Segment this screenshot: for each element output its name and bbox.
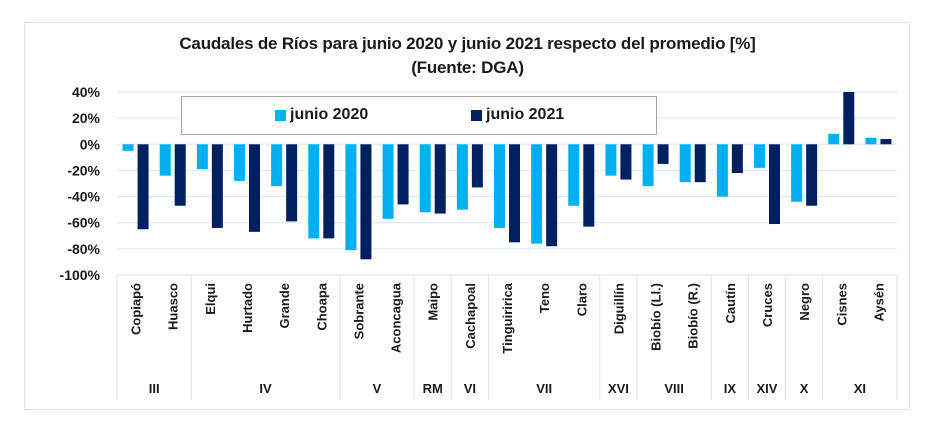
category-label: Aconcagua xyxy=(389,282,404,353)
region-label: XIV xyxy=(757,381,778,396)
category-label: Elqui xyxy=(203,283,218,315)
category-label: Copiapó xyxy=(129,283,144,335)
region-label: IX xyxy=(724,381,737,396)
bar-2021 xyxy=(620,144,632,180)
region-label: RM xyxy=(423,381,443,396)
legend-swatch-2020 xyxy=(275,109,286,121)
bar-2020 xyxy=(382,144,394,219)
chart-subtitle: (Fuente: DGA) xyxy=(411,58,524,77)
bar-2020 xyxy=(345,144,357,251)
bar-2020 xyxy=(494,144,505,228)
legend: junio 2020 junio 2021 xyxy=(181,96,657,135)
category-label: Claro xyxy=(574,283,589,316)
region-label: XVI xyxy=(608,381,629,396)
y-tick-label: 40% xyxy=(72,84,101,100)
bar-2021 xyxy=(249,144,260,232)
bar-2020 xyxy=(531,144,543,244)
bar-2021 xyxy=(174,144,186,206)
bar-2020 xyxy=(122,144,134,151)
bar-2020 xyxy=(308,144,320,239)
bar-2021 xyxy=(137,144,149,230)
legend-label-2021: junio 2021 xyxy=(486,106,565,123)
bar-2020 xyxy=(716,144,728,197)
bar-2021 xyxy=(211,144,223,228)
category-label: Negro xyxy=(797,283,812,321)
bar-2021 xyxy=(397,144,409,205)
category-label: Aysén xyxy=(871,283,886,322)
category-label: Cisnes xyxy=(834,283,849,326)
legend-item-2021: junio 2021 xyxy=(471,106,564,124)
legend-label-2020: junio 2020 xyxy=(290,106,369,123)
category-label: Grande xyxy=(277,283,292,329)
category-label: Hurtado xyxy=(240,283,255,333)
y-tick-label: 20% xyxy=(72,110,101,126)
bar-2020 xyxy=(234,144,245,181)
bar-2021 xyxy=(323,144,335,239)
region-label: VII xyxy=(536,381,552,396)
bar-2020 xyxy=(456,144,468,210)
bar-2021 xyxy=(509,144,520,243)
category-label: Cruces xyxy=(760,283,775,327)
category-label: Biobío (R.) xyxy=(686,283,701,349)
region-label: IV xyxy=(259,381,272,396)
bar-2020 xyxy=(419,144,431,213)
y-tick-label: -40% xyxy=(67,189,100,205)
bar-2020 xyxy=(605,144,617,176)
bar-2021 xyxy=(806,144,818,206)
bar-2020 xyxy=(196,144,208,170)
bar-2021 xyxy=(657,144,669,164)
category-label: Choapa xyxy=(314,282,329,330)
y-tick-label: 0% xyxy=(80,136,101,152)
category-label: Tinguiririca xyxy=(500,282,515,353)
bar-2021 xyxy=(286,144,298,222)
bar-2021 xyxy=(471,144,483,188)
category-label: Cachapoal xyxy=(463,283,478,349)
category-label: Teno xyxy=(537,283,552,313)
bar-2021 xyxy=(731,144,743,174)
bar-2020 xyxy=(828,133,840,145)
bar-2021 xyxy=(434,144,446,214)
bar-2020 xyxy=(159,144,171,176)
region-label: X xyxy=(800,381,809,396)
bar-2020 xyxy=(642,144,654,187)
bar-2021 xyxy=(694,144,706,183)
category-label: Maipo xyxy=(426,283,441,321)
bar-2020 xyxy=(754,144,765,168)
bar-2020 xyxy=(568,144,580,206)
region-label: V xyxy=(373,381,382,396)
category-label: Huasco xyxy=(166,283,181,330)
category-label: Diguillín xyxy=(611,283,626,334)
bar-2020 xyxy=(865,137,877,145)
y-tick-label: -100% xyxy=(60,267,101,283)
bar-2021 xyxy=(360,144,372,260)
bar-2021 xyxy=(546,144,558,247)
y-tick-label: -80% xyxy=(67,241,100,257)
region-label: III xyxy=(149,381,160,396)
legend-swatch-2021 xyxy=(471,109,482,121)
bar-2021 xyxy=(843,92,855,145)
bar-2020 xyxy=(271,144,283,187)
region-label: VI xyxy=(464,381,476,396)
chart-title: Caudales de Ríos para junio 2020 y junio… xyxy=(179,34,756,53)
category-label: Sobrante xyxy=(351,283,366,339)
bar-2021 xyxy=(583,144,595,227)
category-label: Biobío (Ll.) xyxy=(649,283,664,351)
bar-2021 xyxy=(880,139,892,145)
y-tick-label: -60% xyxy=(67,215,100,231)
bar-2020 xyxy=(791,144,803,202)
y-tick-label: -20% xyxy=(67,162,100,178)
region-label: VIII xyxy=(664,381,684,396)
bar-2020 xyxy=(679,144,691,183)
legend-item-2020: junio 2020 xyxy=(275,106,368,124)
bar-2021 xyxy=(769,144,780,225)
region-label: XI xyxy=(854,381,866,396)
category-label: Cautín xyxy=(723,283,738,324)
chart-frame xyxy=(24,22,910,410)
